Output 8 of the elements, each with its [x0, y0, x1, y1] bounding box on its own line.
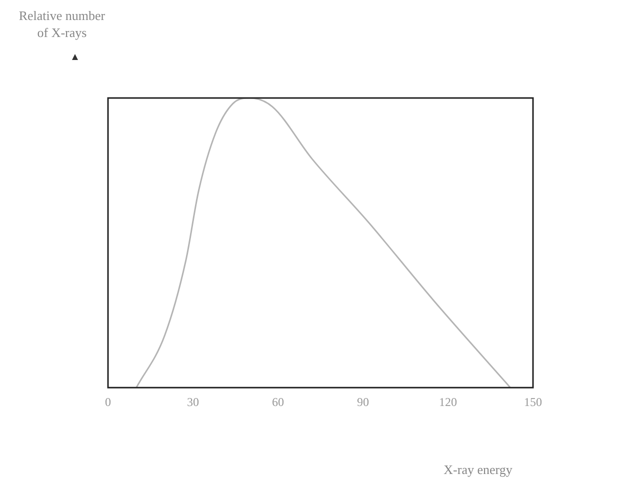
x-axis-title: X-ray energy — [444, 462, 513, 477]
x-tick-label: 90 — [357, 394, 369, 409]
x-tick-label: 0 — [105, 394, 111, 409]
y-axis-title: Relative number of X-rays — [18, 8, 106, 40]
x-tick-label: 150 — [524, 394, 542, 409]
x-tick-label: 120 — [439, 394, 457, 409]
x-tick-label: 30 — [187, 394, 199, 409]
x-tick-label: 60 — [272, 394, 284, 409]
